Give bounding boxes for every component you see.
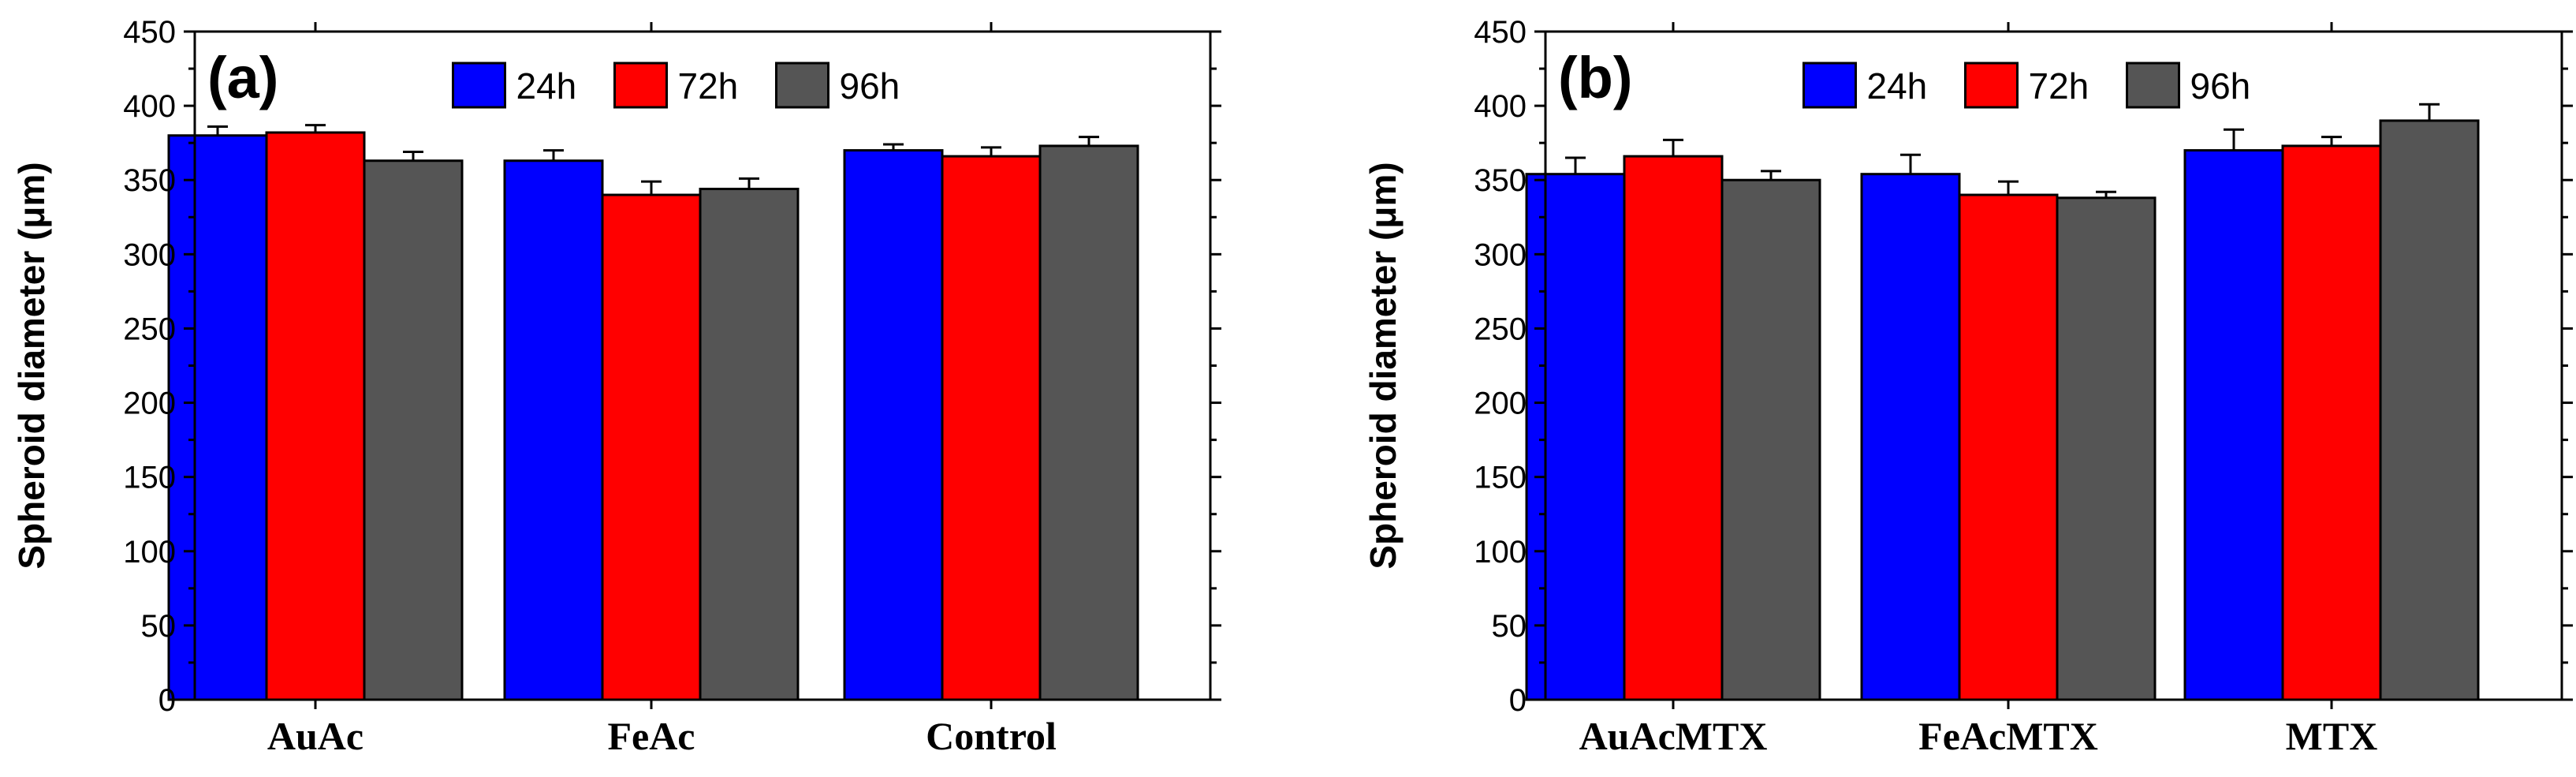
bar-MTX-72h bbox=[2281, 144, 2382, 701]
bar-AuAc-72h bbox=[265, 131, 366, 701]
x-category-label: MTX bbox=[2286, 714, 2378, 758]
legend-label-96h: 96h bbox=[840, 65, 900, 106]
legend-label-96h: 96h bbox=[2190, 65, 2251, 106]
bar-AuAcMTX-96h bbox=[1720, 178, 1821, 701]
y-tick-label: 350 bbox=[1474, 163, 1527, 198]
bar-AuAc-24h bbox=[167, 134, 268, 701]
bar-FeAc-72h bbox=[601, 193, 702, 701]
bar-AuAcMTX-24h bbox=[1525, 173, 1626, 701]
y-tick-label: 150 bbox=[123, 461, 176, 495]
y-tick-label: 400 bbox=[123, 89, 176, 124]
bar-FeAcMTX-72h bbox=[1958, 193, 2059, 701]
legend-swatch-24h bbox=[1802, 62, 1857, 109]
y-tick-label: 200 bbox=[123, 387, 176, 421]
bar-Control-96h bbox=[1038, 144, 1139, 701]
legend-label-72h: 72h bbox=[678, 65, 739, 106]
y-tick-label: 450 bbox=[123, 15, 176, 50]
y-tick-label: 150 bbox=[1474, 461, 1527, 495]
legend-label-24h: 24h bbox=[516, 65, 577, 106]
y-tick-label: 100 bbox=[1474, 535, 1527, 570]
y-tick-label: 350 bbox=[123, 163, 176, 198]
y-tick-label: 0 bbox=[158, 683, 176, 718]
panel-label: (b) bbox=[1558, 45, 1633, 110]
bar-FeAc-24h bbox=[503, 159, 604, 701]
x-category-label: FeAc bbox=[607, 714, 695, 758]
y-tick-label: 400 bbox=[1474, 89, 1527, 124]
bar-MTX-24h bbox=[2183, 149, 2284, 701]
x-category-label: Control bbox=[926, 714, 1057, 758]
bar-FeAcMTX-96h bbox=[2056, 196, 2157, 701]
y-tick-label: 50 bbox=[1492, 609, 1527, 644]
panel-label: (a) bbox=[207, 45, 278, 110]
bar-Control-24h bbox=[843, 149, 944, 701]
y-axis-title: Spheroid diameter (μm) bbox=[1363, 162, 1404, 569]
legend-swatch-72h bbox=[613, 62, 668, 109]
legend-swatch-96h bbox=[775, 62, 829, 109]
y-tick-label: 450 bbox=[1474, 15, 1527, 50]
y-tick-label: 250 bbox=[123, 312, 176, 346]
y-tick-label: 250 bbox=[1474, 312, 1527, 346]
bar-FeAc-96h bbox=[699, 188, 800, 701]
y-tick-label: 50 bbox=[141, 609, 177, 644]
x-category-label: AuAcMTX bbox=[1579, 714, 1768, 758]
y-tick-label: 100 bbox=[123, 535, 176, 570]
x-category-label: AuAc bbox=[267, 714, 363, 758]
x-category-label: FeAcMTX bbox=[1918, 714, 2098, 758]
y-tick-label: 300 bbox=[123, 237, 176, 272]
y-tick-label: 300 bbox=[1474, 237, 1527, 272]
legend-swatch-24h bbox=[452, 62, 506, 109]
bar-AuAcMTX-72h bbox=[1623, 155, 1724, 701]
legend-label-72h: 72h bbox=[2029, 65, 2090, 106]
legend-swatch-72h bbox=[1964, 62, 2019, 109]
y-tick-label: 200 bbox=[1474, 387, 1527, 421]
bar-Control-72h bbox=[941, 155, 1042, 701]
y-axis-title: Spheroid diameter (μm) bbox=[11, 162, 52, 569]
bar-FeAcMTX-24h bbox=[1860, 173, 1961, 701]
y-tick-label: 0 bbox=[1509, 683, 1527, 718]
bar-MTX-96h bbox=[2379, 119, 2480, 701]
legend-swatch-96h bbox=[2126, 62, 2180, 109]
bar-AuAc-96h bbox=[363, 159, 464, 701]
legend-label-24h: 24h bbox=[1867, 65, 1928, 106]
